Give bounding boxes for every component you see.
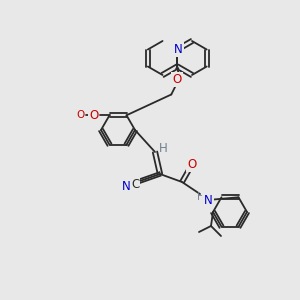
- Text: O: O: [76, 110, 85, 120]
- Text: O: O: [89, 109, 98, 122]
- Text: O: O: [173, 73, 182, 86]
- Text: N: N: [174, 43, 183, 56]
- Text: H: H: [197, 192, 205, 202]
- Text: N: N: [122, 181, 130, 194]
- Text: N: N: [204, 194, 212, 206]
- Text: C: C: [131, 178, 139, 190]
- Text: O: O: [188, 158, 196, 170]
- Text: H: H: [159, 142, 167, 155]
